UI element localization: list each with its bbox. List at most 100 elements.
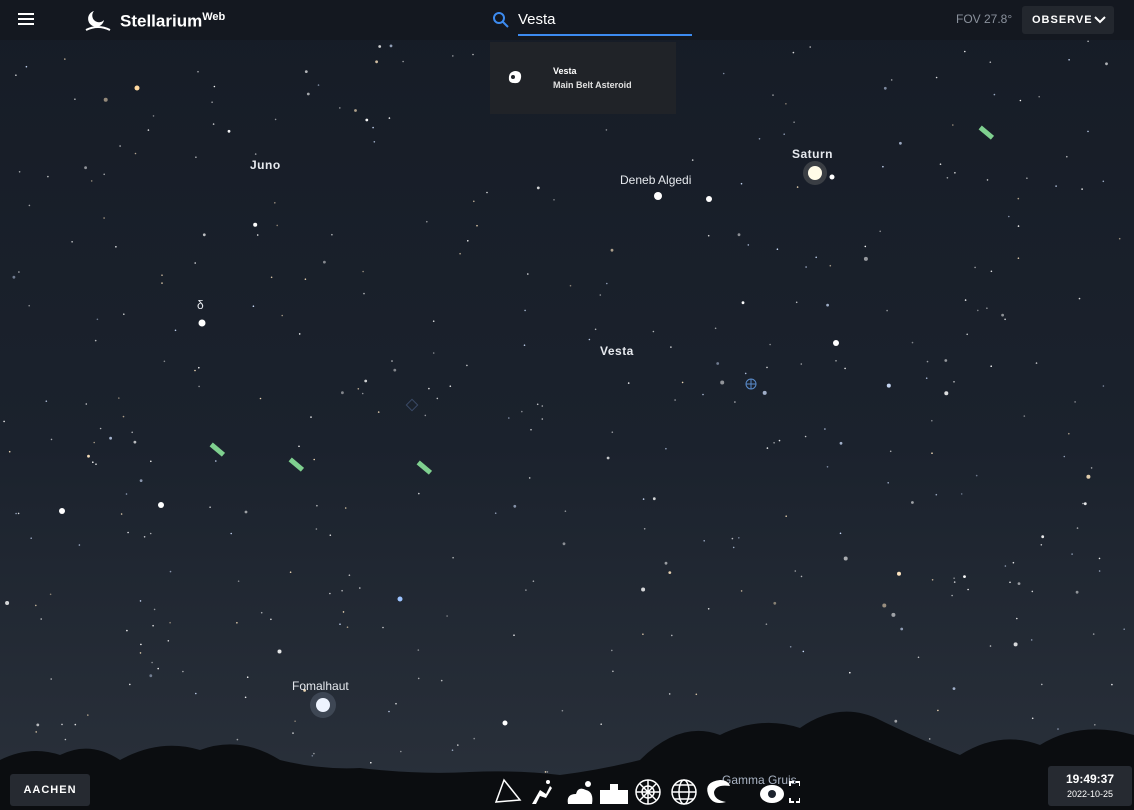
- star: [389, 117, 391, 119]
- star: [228, 130, 231, 133]
- sky-label[interactable]: Deneb Algedi: [620, 173, 691, 187]
- result-subtitle[interactable]: Main Belt Asteroid: [553, 80, 632, 90]
- star: [86, 403, 88, 405]
- star: [703, 540, 705, 542]
- sky-label[interactable]: Saturn: [792, 147, 833, 161]
- star: [100, 428, 102, 430]
- star: [720, 381, 724, 385]
- star: [890, 451, 892, 453]
- equatorial-grid-button[interactable]: [672, 780, 696, 804]
- constellation-art-button[interactable]: [532, 780, 552, 804]
- sky-label[interactable]: Fomalhaut: [292, 679, 349, 693]
- landscape-button[interactable]: [600, 784, 628, 804]
- star: [341, 590, 343, 592]
- star: [966, 334, 968, 336]
- menu-button[interactable]: [18, 12, 36, 26]
- star: [748, 244, 750, 246]
- star: [1038, 96, 1040, 98]
- star: [1119, 238, 1121, 240]
- star: [524, 310, 526, 312]
- satellite[interactable]: [210, 443, 225, 457]
- star: [40, 618, 42, 620]
- bottom-toolbar: [490, 772, 800, 808]
- sky-view[interactable]: [0, 0, 1134, 810]
- star: [362, 393, 364, 395]
- star: [741, 183, 743, 185]
- star: [150, 461, 152, 463]
- star: [213, 123, 215, 125]
- star: [882, 604, 886, 608]
- star: [92, 461, 94, 463]
- star: [310, 416, 312, 418]
- star: [785, 515, 787, 517]
- star: [611, 249, 614, 252]
- date[interactable]: 2022-10-25: [1048, 789, 1132, 799]
- star: [316, 528, 318, 530]
- star: [339, 107, 341, 109]
- delta-star[interactable]: [199, 320, 206, 327]
- star: [884, 87, 887, 90]
- deep-sky-button[interactable]: [707, 780, 730, 803]
- star: [668, 571, 671, 574]
- star: [835, 360, 837, 362]
- star: [358, 388, 360, 390]
- star: [954, 172, 956, 174]
- time[interactable]: 19:49:37: [1048, 772, 1132, 786]
- star: [926, 377, 928, 379]
- star: [611, 650, 613, 652]
- search-query[interactable]: Vesta: [518, 11, 556, 28]
- star: [140, 479, 143, 482]
- star: [382, 627, 384, 629]
- star: [467, 240, 469, 242]
- star: [951, 595, 953, 597]
- planets-visibility-button[interactable]: [760, 785, 784, 803]
- app-title: StellariumWeb: [120, 11, 225, 32]
- star: [1008, 216, 1010, 218]
- saturn[interactable]: [808, 166, 822, 180]
- star: [1105, 62, 1108, 65]
- sky-label[interactable]: Juno: [250, 158, 281, 172]
- star: [1066, 156, 1068, 158]
- azimuthal-grid-button[interactable]: [636, 780, 660, 804]
- star: [1071, 553, 1073, 555]
- constellation-lines-button[interactable]: [496, 780, 520, 802]
- star: [473, 738, 475, 740]
- location-button[interactable]: AACHEN: [10, 774, 90, 806]
- star: [158, 502, 164, 508]
- star: [294, 720, 296, 722]
- star: [742, 301, 745, 304]
- search-result[interactable]: Vesta Main Belt Asteroid: [490, 52, 676, 102]
- star: [644, 528, 646, 530]
- star: [400, 751, 402, 753]
- sky-label[interactable]: Vesta: [600, 344, 634, 358]
- star: [255, 153, 257, 155]
- search-field[interactable]: Vesta: [518, 8, 692, 36]
- star: [840, 442, 843, 445]
- star: [1013, 562, 1015, 564]
- star: [354, 109, 357, 112]
- star: [65, 739, 67, 741]
- star: [28, 305, 30, 307]
- vesta-marker[interactable]: [746, 379, 756, 389]
- star: [149, 674, 152, 677]
- fullscreen-button[interactable]: [790, 782, 800, 802]
- satellite[interactable]: [417, 461, 432, 475]
- time-button[interactable]: 19:49:37 2022-10-25: [1048, 766, 1132, 806]
- satellite[interactable]: [979, 126, 994, 140]
- observe-label[interactable]: OBSERVE: [1032, 14, 1093, 26]
- observe-menu[interactable]: OBSERVE: [1022, 6, 1114, 34]
- star: [940, 163, 942, 165]
- star: [1020, 100, 1022, 102]
- star: [642, 633, 644, 635]
- star: [766, 367, 768, 369]
- deneb-algedi[interactable]: [654, 192, 662, 200]
- star: [307, 93, 310, 96]
- star: [715, 328, 717, 330]
- star: [318, 84, 320, 86]
- sky-label[interactable]: δ: [197, 298, 204, 312]
- atmosphere-button[interactable]: [568, 781, 593, 804]
- star: [170, 571, 172, 573]
- fomalhaut[interactable]: [316, 698, 330, 712]
- satellite[interactable]: [289, 458, 304, 472]
- result-title[interactable]: Vesta: [553, 66, 577, 76]
